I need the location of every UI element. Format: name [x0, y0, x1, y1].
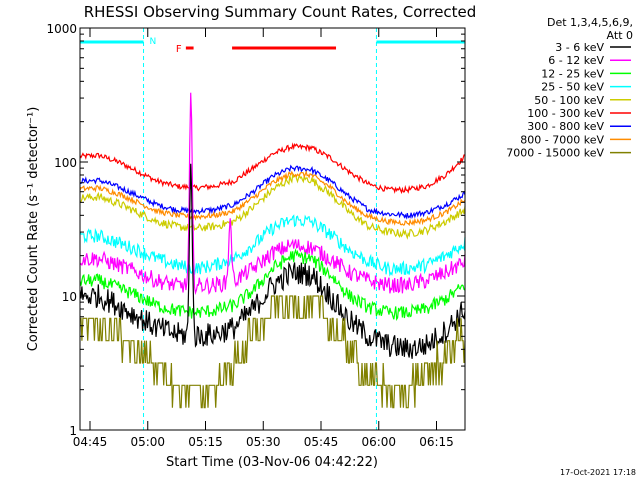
legend-entry-label: 7000 - 15000 keV	[506, 147, 604, 160]
series-line-50-100-kev	[79, 173, 466, 240]
generation-timestamp: 17-Oct-2021 17:18	[560, 468, 636, 477]
x-tick-label: 04:45	[73, 435, 108, 449]
x-tick-label: 05:45	[304, 435, 339, 449]
series-line-6-12-kev	[79, 92, 466, 296]
plot-area: NF	[79, 28, 466, 430]
plot-frame	[79, 27, 466, 431]
legend-header-detectors: Det 1,3,4,5,6,9,	[547, 16, 633, 29]
series-line-100-300-kev	[79, 142, 466, 195]
legend-entry-label: 6 - 12 keV	[548, 54, 604, 67]
legend-entry-label: 25 - 50 keV	[541, 81, 604, 94]
series-line-25-50-kev	[79, 214, 466, 277]
legend-header-attenuator: Att 0	[607, 29, 633, 42]
series-line-12-25-kev	[79, 248, 466, 322]
x-tick-label: 05:15	[188, 435, 223, 449]
chart-title: RHESSI Observing Summary Count Rates, Co…	[84, 3, 477, 21]
legend-entry-label: 800 - 7000 keV	[520, 133, 604, 146]
legend-entry-label: 100 - 300 keV	[527, 107, 604, 120]
y-tick-label: 1	[69, 424, 77, 438]
legend-entry-label: 3 - 6 keV	[555, 41, 604, 54]
legend-entry-label: 300 - 800 keV	[527, 120, 604, 133]
y-axis-label: Corrected Count Rate (s⁻¹ detector⁻¹)	[26, 107, 41, 352]
legend-entry-label: 12 - 25 keV	[541, 67, 604, 80]
legend-entry-label: 50 - 100 keV	[534, 94, 604, 107]
series-line-7000-15000-kev	[80, 295, 466, 409]
x-axis-label: Start Time (03-Nov-06 04:42:22)	[166, 455, 378, 470]
x-tick-label: 06:00	[361, 435, 396, 449]
axes: 1 10 100 1000 04:45 05:00 05:15 05:30 05:45 06:00…	[46, 22, 465, 449]
series-line-300-800-kev	[79, 164, 466, 220]
y-tick-label: 100	[54, 156, 77, 170]
night-label: N	[150, 37, 157, 47]
y-tick-label: 10	[62, 290, 77, 304]
series-line-3-6-kev	[79, 163, 466, 359]
flare-label: F	[176, 44, 182, 55]
y-tick-label: 1000	[46, 22, 77, 36]
x-tick-label: 05:00	[130, 435, 165, 449]
x-tick-label: 05:30	[246, 435, 281, 449]
x-tick-label: 06:15	[419, 435, 454, 449]
series-line-800-7000-kev	[79, 170, 466, 227]
